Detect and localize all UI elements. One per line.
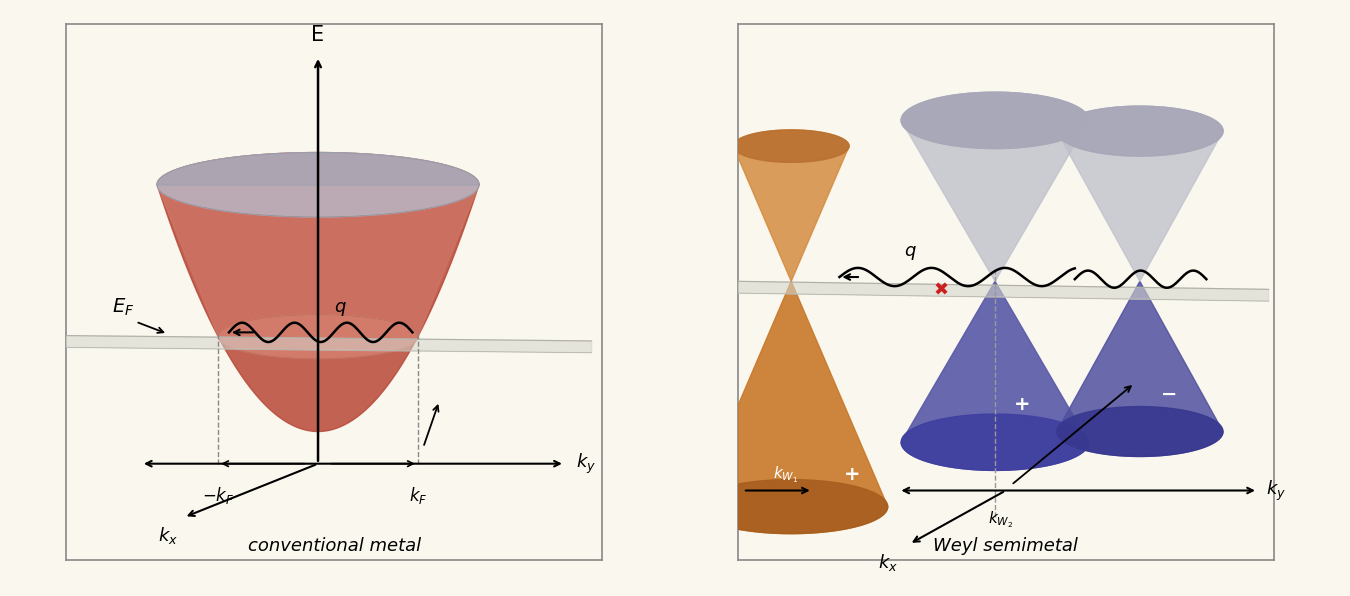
Polygon shape [219,315,417,359]
Text: Weyl semimetal: Weyl semimetal [933,537,1079,555]
Text: +: + [1014,395,1030,414]
Polygon shape [695,480,888,533]
Polygon shape [902,92,1089,148]
Polygon shape [157,153,479,432]
Polygon shape [737,281,1269,301]
Polygon shape [733,130,849,281]
Text: $k_F$: $k_F$ [409,485,427,506]
Polygon shape [157,153,479,185]
Polygon shape [902,281,1089,470]
Text: $k_{W_2}$: $k_{W_2}$ [988,509,1012,530]
Polygon shape [1057,281,1223,457]
Polygon shape [733,130,849,162]
Text: $k_y$: $k_y$ [1266,479,1287,502]
Polygon shape [1057,106,1223,156]
Polygon shape [1057,106,1223,156]
Text: ✖: ✖ [933,281,949,299]
Text: conventional metal: conventional metal [247,537,421,555]
Text: $k_y$: $k_y$ [575,452,595,476]
Polygon shape [902,92,1089,148]
Polygon shape [1057,106,1223,281]
Polygon shape [1057,406,1223,457]
Polygon shape [695,281,888,533]
Polygon shape [902,92,1089,281]
Text: q: q [904,241,915,260]
Text: E: E [312,25,324,45]
Polygon shape [157,153,479,337]
Text: +: + [844,465,861,484]
Text: −: − [1161,384,1177,403]
Text: $k_x$: $k_x$ [878,552,898,573]
Text: $-k_F$: $-k_F$ [202,485,235,506]
Polygon shape [66,336,591,353]
Text: $E_F$: $E_F$ [112,297,134,318]
Text: q: q [335,298,346,316]
Text: $k_x$: $k_x$ [158,526,178,547]
Text: $k_{W_1}$: $k_{W_1}$ [774,464,799,485]
Polygon shape [157,153,479,217]
Polygon shape [902,414,1089,470]
